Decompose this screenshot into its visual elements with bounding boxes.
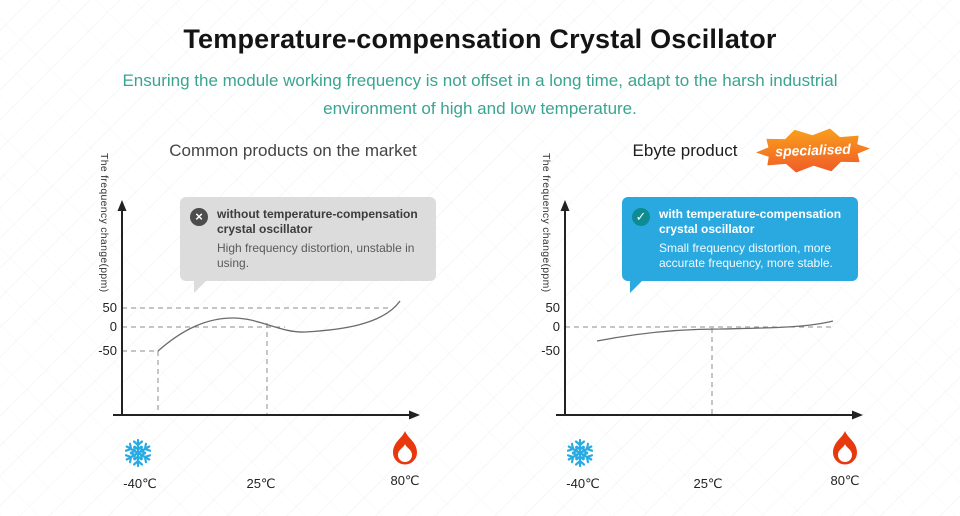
- y-axis-arrow-icon: [117, 200, 127, 211]
- right-callout-tail: [630, 280, 643, 293]
- right-chart: 50 0 -50 -40℃ 25℃ 80℃: [541, 200, 863, 491]
- left-callout-body: High frequency distortion, unstable in u…: [217, 241, 415, 270]
- right-frequency-curve: [596, 320, 834, 342]
- right-callout-title: with temperature-compensation crystal os…: [659, 207, 842, 236]
- right-y-tick-50: 50: [546, 300, 560, 315]
- right-callout: ✓ with temperature-compensation crystal …: [622, 197, 858, 293]
- snowflake-icon: [123, 438, 153, 468]
- left-x-tick-hot: 80℃: [390, 473, 419, 488]
- check-circle-icon: ✓: [632, 208, 650, 226]
- right-chart-guides: [565, 326, 831, 415]
- right-x-ticks: -40℃ 25℃ 80℃: [566, 473, 859, 491]
- x-axis-arrow-icon: [852, 410, 863, 420]
- left-x-tick-room: 25℃: [246, 476, 275, 491]
- left-y-tick-0: 0: [110, 319, 117, 334]
- right-y-tick-0: 0: [553, 319, 560, 334]
- right-x-tick-hot: 80℃: [830, 473, 859, 488]
- left-chart-axes: [113, 209, 411, 416]
- right-callout-body: Small frequency distortion, more accurat…: [659, 241, 833, 270]
- right-panel-heading: Ebyte product: [632, 141, 738, 160]
- x-circle-icon: ×: [190, 208, 208, 226]
- x-axis-arrow-icon: [409, 410, 420, 420]
- left-x-ticks: -40℃ 25℃ 80℃: [123, 473, 419, 491]
- left-chart-guides: [122, 307, 391, 415]
- left-y-tick-50: 50: [103, 300, 117, 315]
- left-y-ticks: 50 0 -50: [98, 300, 117, 358]
- subtitle-line1: Ensuring the module working frequency is…: [122, 71, 838, 90]
- right-y-tick-neg50: -50: [541, 343, 560, 358]
- left-callout-title: without temperature-compensation crystal…: [217, 207, 418, 236]
- right-chart-axes: [556, 209, 854, 416]
- left-frequency-curve: [157, 300, 401, 352]
- right-y-ticks: 50 0 -50: [541, 300, 560, 358]
- subtitle-line2: environment of high and low temperature.: [323, 99, 637, 118]
- left-callout: × without temperature-compensation cryst…: [180, 197, 436, 293]
- left-panel-heading: Common products on the market: [169, 141, 417, 160]
- y-axis-arrow-icon: [560, 200, 570, 211]
- left-chart: 50 0 -50 -40℃ 25℃ 80℃: [98, 200, 420, 491]
- flame-icon: [833, 431, 857, 465]
- page-title: Temperature-compensation Crystal Oscilla…: [183, 24, 777, 54]
- left-y-tick-neg50: -50: [98, 343, 117, 358]
- right-x-tick-cold: -40℃: [566, 476, 599, 491]
- left-callout-tail: [194, 280, 207, 293]
- snowflake-icon: [565, 438, 595, 468]
- left-x-tick-cold: -40℃: [123, 476, 156, 491]
- specialised-badge: specialised: [755, 126, 871, 175]
- flame-icon: [393, 431, 417, 465]
- right-x-tick-room: 25℃: [693, 476, 722, 491]
